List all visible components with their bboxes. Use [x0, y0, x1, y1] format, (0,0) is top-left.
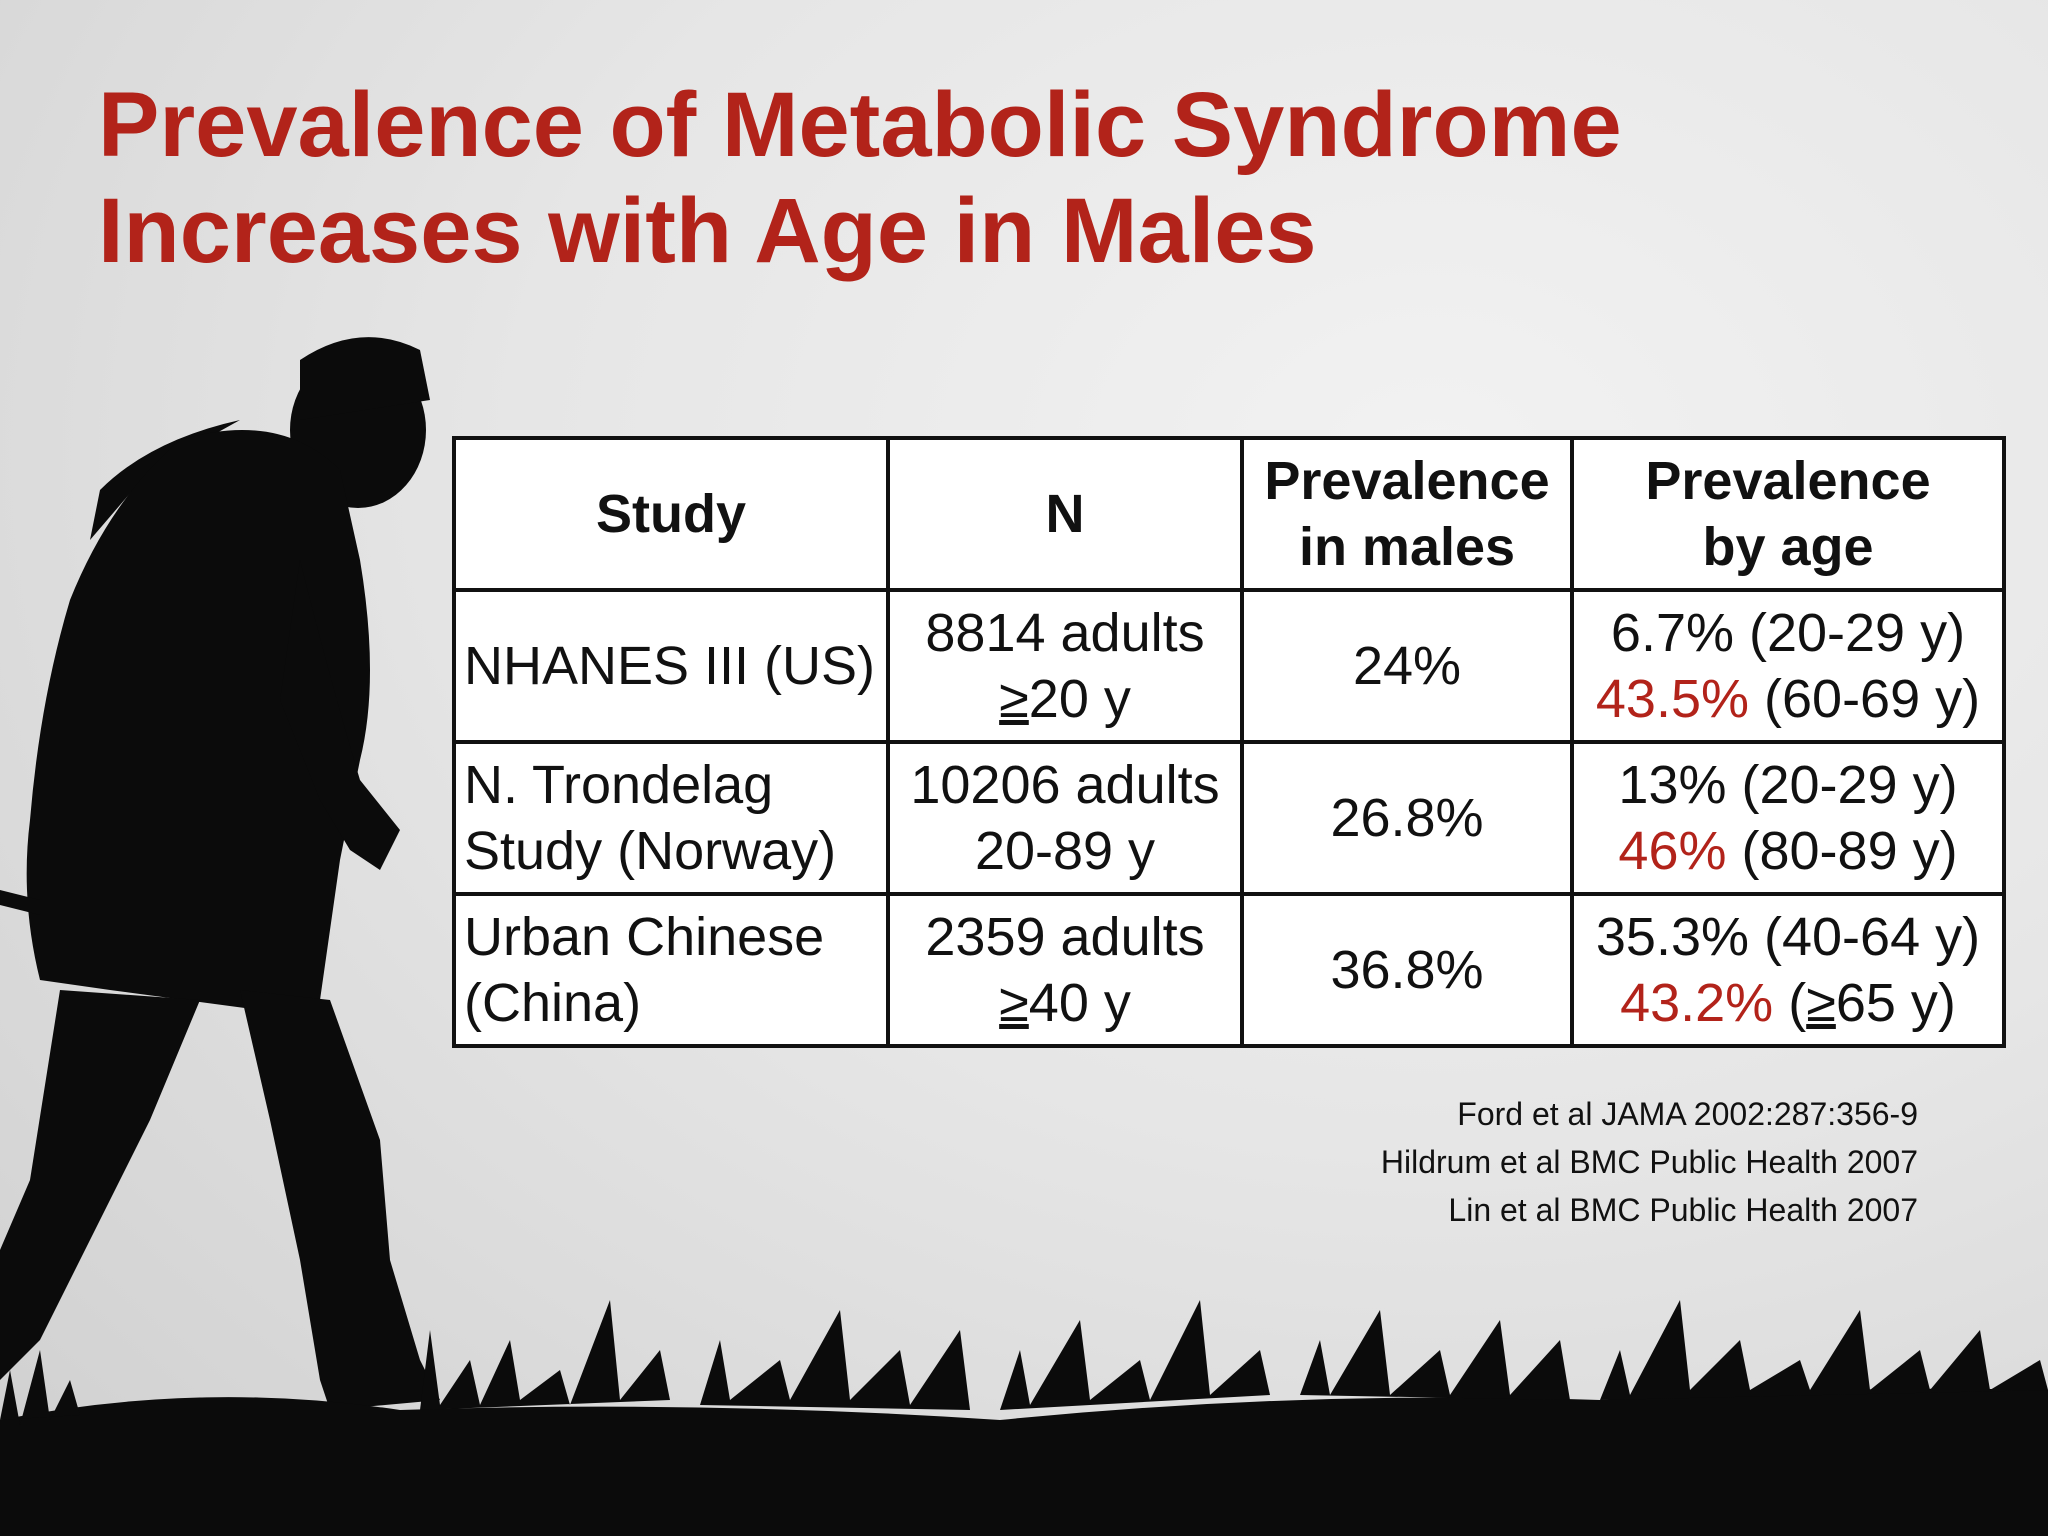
cell-study: N. Trondelag Study (Norway) [452, 740, 890, 896]
gte-symbol: ≥ [999, 973, 1029, 1033]
cell-prevalence-age: 6.7% (20-29 y) 43.5% (60-69 y) [1570, 588, 2006, 744]
cell-prevalence-age: 13% (20-29 y) 46% (80-89 y) [1570, 740, 2006, 896]
table-header-row: Study N Prevalence in males Prevalence b… [452, 436, 2006, 592]
cell-prevalence-males: 26.8% [1240, 740, 1574, 896]
prevalence-table: Study N Prevalence in males Prevalence b… [452, 436, 2006, 1048]
title-line-2: Increases with Age in Males [98, 180, 1317, 282]
reference-item: Hildrum et al BMC Public Health 2007 [1380, 1144, 1918, 1180]
cell-study: Urban Chinese (China) [452, 892, 890, 1048]
highlight-value: 43.2% [1620, 973, 1774, 1033]
cell-study: NHANES III (US) [452, 588, 890, 744]
header-prevalence-males: Prevalence in males [1240, 436, 1574, 592]
cell-prevalence-males: 36.8% [1240, 892, 1574, 1048]
title-line-1: Prevalence of Metabolic Syndrome [98, 74, 1622, 176]
cell-n: 10206 adults 20-89 y [886, 740, 1244, 896]
header-n: N [886, 436, 1244, 592]
header-study: Study [452, 436, 890, 592]
cell-n: 2359 adults ≥40 y [886, 892, 1244, 1048]
gte-symbol: ≥ [1806, 973, 1836, 1033]
table-row: N. Trondelag Study (Norway) 10206 adults… [452, 740, 2006, 896]
reference-item: Ford et al JAMA 2002:287:356-9 [1457, 1096, 1918, 1132]
highlight-value: 43.5% [1595, 669, 1750, 729]
cell-prevalence-males: 24% [1240, 588, 1574, 744]
highlight-value: 46% [1618, 821, 1727, 881]
gte-symbol: ≥ [999, 669, 1029, 729]
cell-prevalence-age: 35.3% (40-64 y) 43.2% (≥65 y) [1570, 892, 2006, 1048]
table-row: NHANES III (US) 8814 adults ≥20 y 24% 6.… [452, 588, 2006, 744]
slide-title: Prevalence of Metabolic Syndrome Increas… [98, 72, 1622, 284]
header-prevalence-age: Prevalence by age [1570, 436, 2006, 592]
cell-n: 8814 adults ≥20 y [886, 588, 1244, 744]
reference-item: Lin et al BMC Public Health 2007 [1448, 1192, 1918, 1228]
man-silhouette [0, 337, 2048, 1536]
table-row: Urban Chinese (China) 2359 adults ≥40 y … [452, 892, 2006, 1048]
references: Ford et al JAMA 2002:287:356-9 Hildrum e… [1381, 1090, 1918, 1234]
